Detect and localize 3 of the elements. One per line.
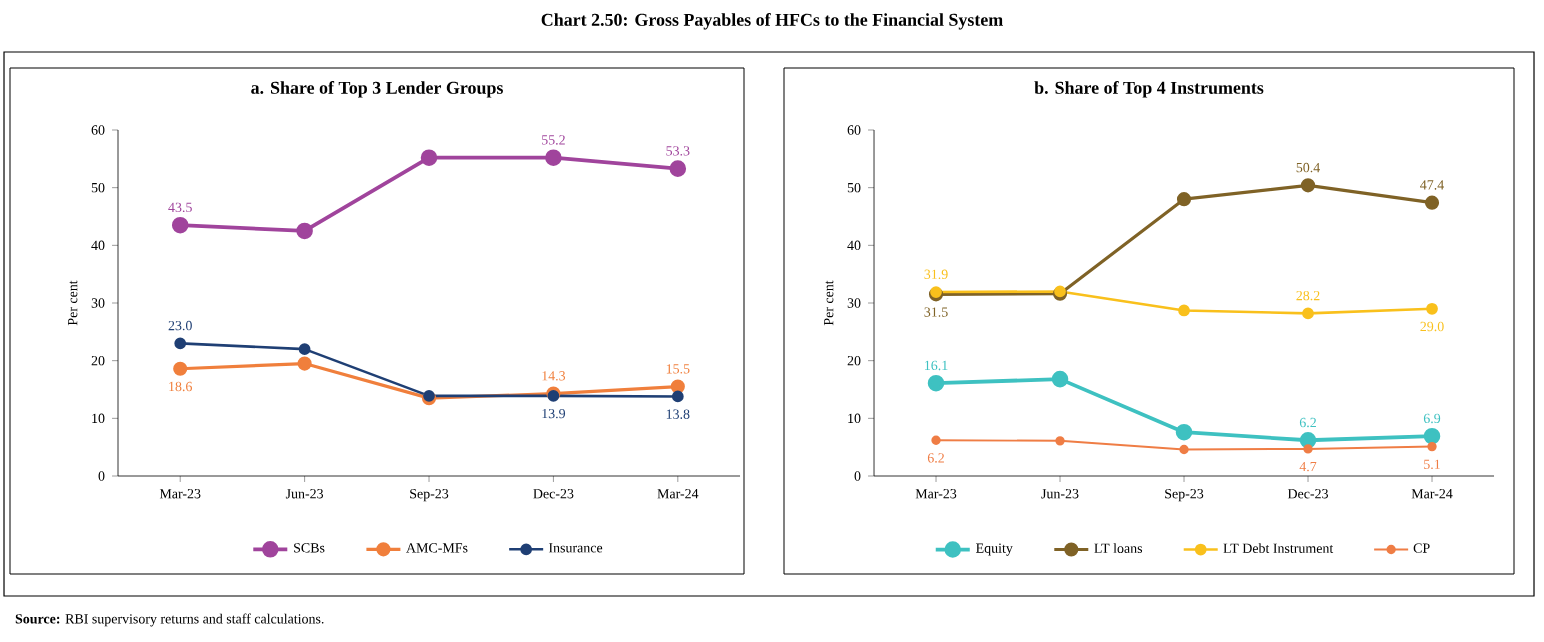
- chart-title: a. Share of Top 3 Lender Groups: [251, 81, 503, 98]
- chart-title: b. Share of Top 4 Instruments: [1034, 81, 1264, 98]
- caption: Chart 2.50: Gross Payables of HFCs to the Financial System: [541, 13, 1003, 30]
